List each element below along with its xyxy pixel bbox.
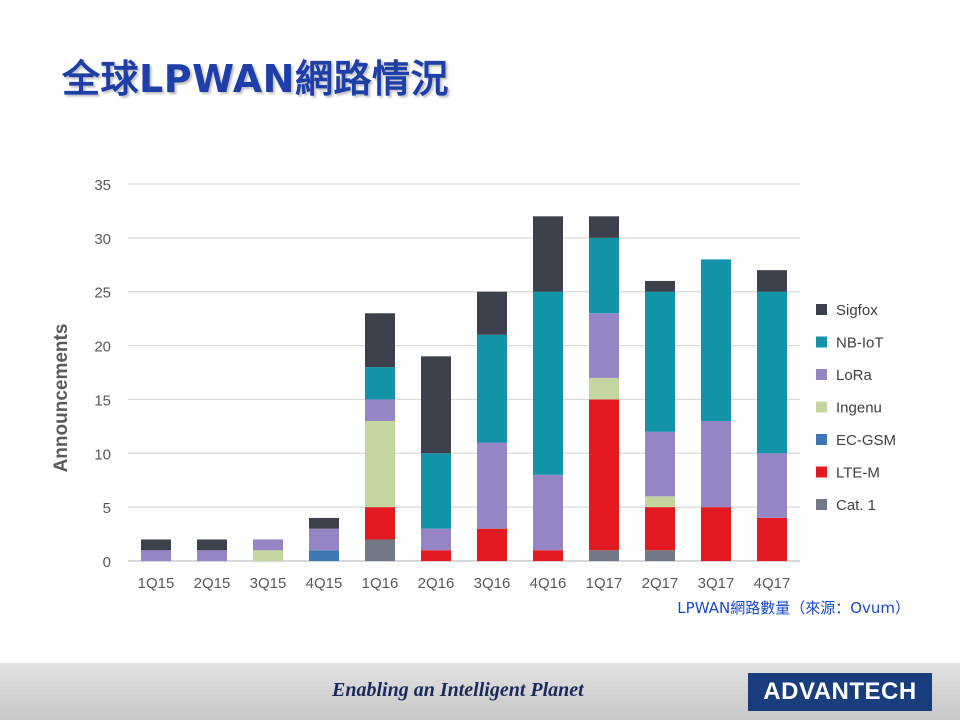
bar-segment bbox=[253, 550, 283, 561]
bar-segment bbox=[533, 550, 563, 561]
bar-segment bbox=[645, 507, 675, 551]
legend-label: Sigfox bbox=[836, 302, 878, 319]
y-tick-label: 20 bbox=[94, 339, 111, 356]
stacked-bar-chart: 0 5 10 15 20 25 30 35 Announcements 1Q15 2Q15 3Q15 4… bbox=[51, 177, 896, 592]
bar-segment bbox=[197, 539, 227, 551]
x-tick-label: 4Q17 bbox=[754, 575, 791, 592]
x-tick-label: 2Q17 bbox=[642, 575, 679, 592]
x-tick-label: 4Q16 bbox=[530, 575, 567, 592]
legend-label: LTE-M bbox=[836, 465, 880, 482]
bar-segment bbox=[421, 453, 451, 529]
legend-label: LoRa bbox=[836, 367, 873, 384]
legend-swatch bbox=[816, 304, 827, 315]
bar-segment bbox=[253, 539, 283, 551]
x-tick-label: 3Q16 bbox=[474, 575, 511, 592]
y-tick-label: 25 bbox=[94, 285, 111, 302]
footer-tagline: Enabling an Intelligent Planet bbox=[332, 679, 584, 701]
bar-segment bbox=[365, 420, 395, 508]
x-tick-label: 2Q15 bbox=[194, 575, 231, 592]
legend-label: NB-IoT bbox=[836, 335, 884, 352]
slide-title: 全球LPWAN網路情況 bbox=[62, 57, 449, 101]
legend-label: EC-GSM bbox=[836, 432, 896, 449]
bar-segment bbox=[757, 453, 787, 518]
legend-swatch bbox=[816, 336, 827, 348]
legend-label: Cat. 1 bbox=[836, 497, 876, 514]
bar-segment bbox=[701, 259, 731, 421]
bar-segment bbox=[589, 377, 619, 400]
bar-segment bbox=[645, 550, 675, 561]
bar-segment bbox=[645, 431, 675, 497]
bar-segment bbox=[589, 237, 619, 314]
legend-swatch bbox=[816, 499, 827, 510]
bar-segment bbox=[701, 507, 731, 561]
bar-segment bbox=[533, 474, 563, 551]
bar-segment bbox=[365, 399, 395, 421]
bar-segment bbox=[645, 280, 675, 292]
bar-segment bbox=[589, 550, 619, 561]
bar-segment bbox=[309, 550, 339, 561]
bar-segment bbox=[197, 550, 227, 561]
legend-label: Ingenu bbox=[836, 400, 882, 417]
bar-segment bbox=[757, 291, 787, 454]
bar-segment bbox=[365, 313, 395, 368]
bar-segment bbox=[421, 528, 451, 551]
bar-segment bbox=[477, 442, 507, 529]
legend-swatch bbox=[816, 369, 827, 380]
bar-segment bbox=[365, 507, 395, 540]
footer-bar: Enabling an Intelligent Planet ADVANTECH bbox=[0, 663, 960, 720]
bar-segment bbox=[421, 550, 451, 561]
bar-segment bbox=[477, 528, 507, 561]
y-axis-label: Announcements bbox=[51, 324, 72, 473]
y-tick-label: 30 bbox=[94, 231, 111, 248]
bar-segment bbox=[421, 356, 451, 454]
x-tick-label: 1Q17 bbox=[586, 575, 623, 592]
bar-segment bbox=[589, 216, 619, 238]
bar-segment bbox=[533, 216, 563, 292]
bar-segment bbox=[141, 539, 171, 551]
bar-segment bbox=[645, 496, 675, 508]
bar-segment bbox=[533, 291, 563, 475]
x-tick-label: 3Q17 bbox=[698, 575, 735, 592]
legend-swatch bbox=[816, 434, 827, 445]
company-logo: ADVANTECH bbox=[748, 673, 932, 711]
x-tick-label: 3Q15 bbox=[250, 575, 287, 592]
source-note: LPWAN網路數量（來源：Ovum） bbox=[677, 599, 910, 617]
x-tick-label: 1Q16 bbox=[362, 575, 399, 592]
bar-segment bbox=[365, 367, 395, 400]
bar-segment bbox=[757, 517, 787, 561]
bar-segment bbox=[477, 291, 507, 335]
y-tick-label: 5 bbox=[103, 500, 111, 517]
legend-swatch bbox=[816, 466, 827, 478]
x-tick-label: 4Q15 bbox=[306, 575, 343, 592]
bar-segment bbox=[589, 313, 619, 378]
bar-segment bbox=[701, 420, 731, 508]
y-tick-label: 35 bbox=[94, 177, 111, 194]
x-tick-label: 2Q16 bbox=[418, 575, 455, 592]
bar-segment bbox=[365, 539, 395, 561]
bar-segment bbox=[141, 550, 171, 561]
x-tick-label: 1Q15 bbox=[138, 575, 175, 592]
y-tick-label: 10 bbox=[94, 446, 111, 463]
bar-segment bbox=[309, 528, 339, 551]
bar-segment bbox=[757, 270, 787, 292]
bar-segment bbox=[645, 291, 675, 432]
bar-segment bbox=[477, 334, 507, 443]
y-tick-label: 0 bbox=[103, 554, 111, 571]
y-tick-label: 15 bbox=[94, 392, 111, 409]
bar-segment bbox=[589, 399, 619, 551]
bar-segment bbox=[309, 517, 339, 529]
legend-swatch bbox=[816, 401, 827, 413]
